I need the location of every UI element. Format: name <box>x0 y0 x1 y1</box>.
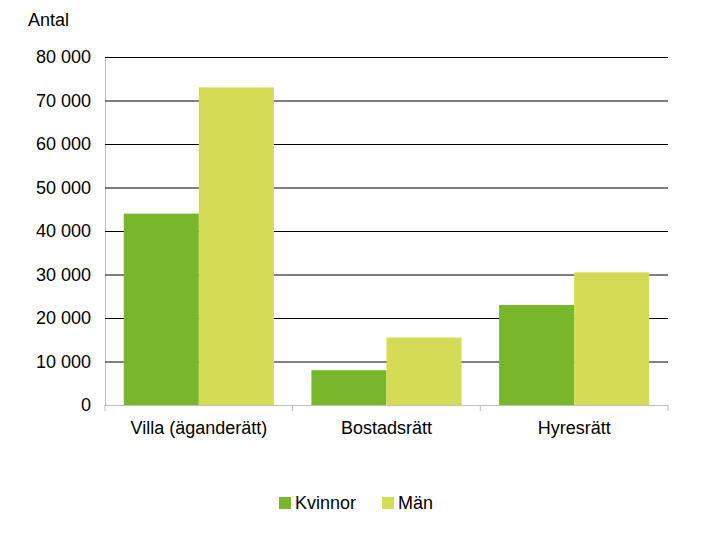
x-tick: Bostadsrätt <box>341 405 432 438</box>
legend: Kvinnor Män <box>279 493 433 513</box>
x-tick: Villa (äganderätt) <box>130 405 267 438</box>
x-axis: Villa (äganderätt) Bostadsrätt Hyresrätt <box>105 405 669 438</box>
plot: 0 10 000 20 000 30 000 40 000 50 000 60 000 70 … <box>36 47 669 438</box>
bar <box>311 370 386 405</box>
x-tick-label: Hyresrätt <box>538 418 611 438</box>
bar <box>574 272 649 405</box>
grid-line <box>105 57 668 58</box>
legend-swatch <box>279 497 291 509</box>
y-tick-label: 20 000 <box>36 308 91 328</box>
y-tick: 80 000 <box>36 47 668 67</box>
y-tick-label: 30 000 <box>36 265 91 285</box>
x-axis-line <box>106 405 669 406</box>
y-tick: 70 000 <box>36 91 668 111</box>
y-tick-label: 10 000 <box>36 352 91 372</box>
legend-label: Män <box>398 493 433 513</box>
grid-line <box>105 101 668 102</box>
legend-swatch <box>382 497 394 509</box>
x-tick-label: Bostadsrätt <box>341 418 432 438</box>
y-tick-label: 40 000 <box>36 221 91 241</box>
legend-item: Män <box>382 493 433 513</box>
y-axis-line <box>106 58 669 406</box>
x-separator <box>668 405 669 411</box>
bar <box>499 305 574 405</box>
y-axis: 0 10 000 20 000 30 000 40 000 50 000 60 000 70 … <box>36 47 668 415</box>
y-tick-label: 0 <box>81 395 91 415</box>
y-tick: 50 000 <box>36 178 668 198</box>
legend-item: Kvinnor <box>279 493 356 513</box>
x-separator <box>480 405 481 411</box>
y-tick: 60 000 <box>36 134 668 154</box>
y-tick-label: 70 000 <box>36 91 91 111</box>
bar <box>124 214 199 405</box>
grid-line <box>105 144 668 145</box>
bar <box>387 338 462 405</box>
x-separator <box>105 405 106 411</box>
y-tick-label: 50 000 <box>36 178 91 198</box>
x-tick-label: Villa (äganderätt) <box>130 418 267 438</box>
y-tick-label: 80 000 <box>36 47 91 67</box>
x-separator <box>292 405 293 411</box>
bar <box>199 87 274 405</box>
x-tick: Hyresrätt <box>538 405 611 438</box>
chart: 0 10 000 20 000 30 000 40 000 50 000 60 000 70 … <box>0 0 712 534</box>
bars <box>124 87 649 405</box>
grid-line <box>105 188 668 189</box>
y-axis-title: Antal <box>28 10 69 30</box>
grid-line <box>105 405 668 406</box>
legend-label: Kvinnor <box>295 493 356 513</box>
y-tick-label: 60 000 <box>36 134 91 154</box>
